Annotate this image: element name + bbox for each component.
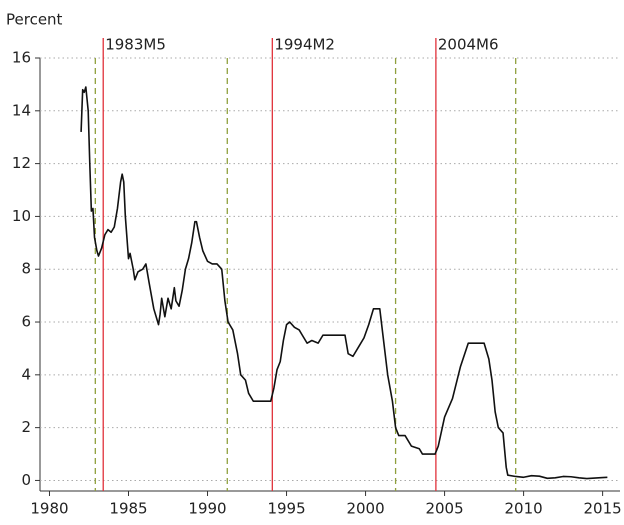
event-label: 1994M2 bbox=[274, 36, 335, 54]
y-tick-label: 6 bbox=[21, 313, 31, 331]
x-tick-label: 1990 bbox=[188, 500, 226, 518]
event-label: 1983M5 bbox=[105, 36, 166, 54]
x-tick-label: 2005 bbox=[425, 500, 463, 518]
y-tick-label: 10 bbox=[12, 207, 31, 225]
line bbox=[80, 86, 608, 480]
y-axis-label: Percent bbox=[6, 11, 63, 29]
y-tick-label: 4 bbox=[21, 365, 31, 383]
x-tick-label: 2015 bbox=[584, 500, 622, 518]
y-tick-label: 8 bbox=[21, 260, 31, 278]
x-tick-label: 2000 bbox=[346, 500, 384, 518]
x-tick-label: 1995 bbox=[267, 500, 305, 518]
event-label: 2004M6 bbox=[438, 36, 499, 54]
y-tick-label: 0 bbox=[21, 471, 31, 489]
x-tick-label: 1985 bbox=[109, 500, 147, 518]
y-tick-label: 2 bbox=[21, 418, 31, 436]
y-tick-label: 16 bbox=[12, 49, 31, 67]
y-tick-label: 12 bbox=[12, 154, 31, 172]
x-tick-label: 2010 bbox=[505, 500, 543, 518]
x-tick-label: 1980 bbox=[30, 500, 68, 518]
y-tick-label: 14 bbox=[12, 101, 31, 119]
